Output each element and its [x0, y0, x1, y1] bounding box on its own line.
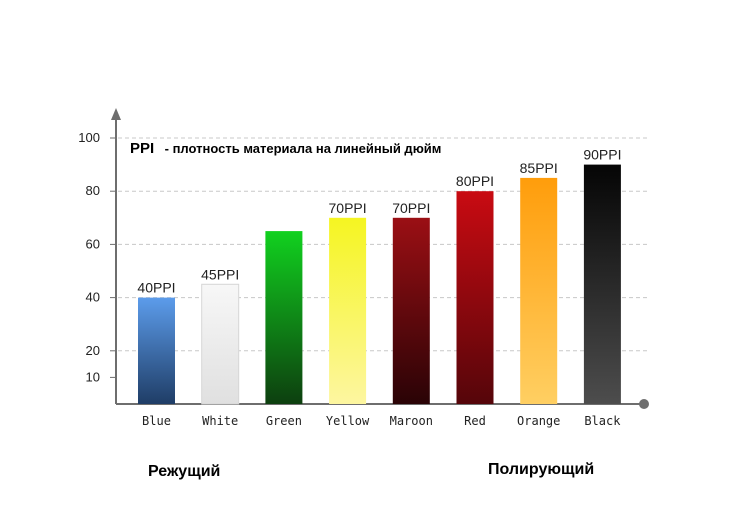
y-tick-label: 80 — [86, 183, 100, 198]
value-label-yellow: 70PPI — [329, 200, 367, 216]
legend-abbr: PPI - плотность материала на линейный дю… — [130, 140, 441, 157]
value-label-white: 45PPI — [201, 266, 239, 282]
y-tick-label: 20 — [86, 343, 100, 358]
bar-black — [583, 164, 621, 404]
category-label-blue: Blue — [142, 414, 171, 428]
category-label-maroon: Maroon — [390, 414, 433, 428]
value-label-blue: 40PPI — [137, 280, 175, 296]
bar-green — [265, 231, 303, 404]
x-axis-end-dot-icon — [639, 399, 649, 409]
category-label-orange: Orange — [517, 414, 560, 428]
bar-blue — [138, 297, 175, 404]
bar-red — [456, 191, 494, 404]
value-label-red: 80PPI — [456, 173, 494, 189]
bar-orange — [520, 177, 558, 404]
y-axis-ticks: 10 20 40 60 80 100 — [78, 130, 116, 384]
category-label-red: Red — [464, 414, 486, 428]
category-label-black: Black — [584, 414, 621, 428]
y-tick-label: 100 — [78, 130, 100, 145]
group-label-cutting: Режущий — [148, 463, 220, 480]
group-label-polishing: Полирующий — [488, 461, 594, 478]
bar-yellow — [329, 217, 367, 404]
category-label-white: White — [202, 414, 238, 428]
y-tick-label: 40 — [86, 290, 100, 305]
category-label-green: Green — [266, 414, 302, 428]
grid-lines — [118, 137, 650, 352]
category-label-yellow: Yellow — [326, 414, 370, 428]
bars: 40PPI Blue 45PPI White Green 70PPI Yellow 70PPI… — [137, 147, 621, 428]
y-tick-label: 10 — [86, 369, 100, 384]
y-axis-arrow-icon — [111, 108, 121, 120]
value-label-maroon: 70PPI — [392, 200, 430, 216]
bar-white — [201, 283, 240, 405]
value-label-orange: 85PPI — [520, 160, 558, 176]
bar-maroon — [392, 217, 430, 404]
y-tick-label: 60 — [86, 236, 100, 251]
value-label-black: 90PPI — [583, 147, 621, 163]
